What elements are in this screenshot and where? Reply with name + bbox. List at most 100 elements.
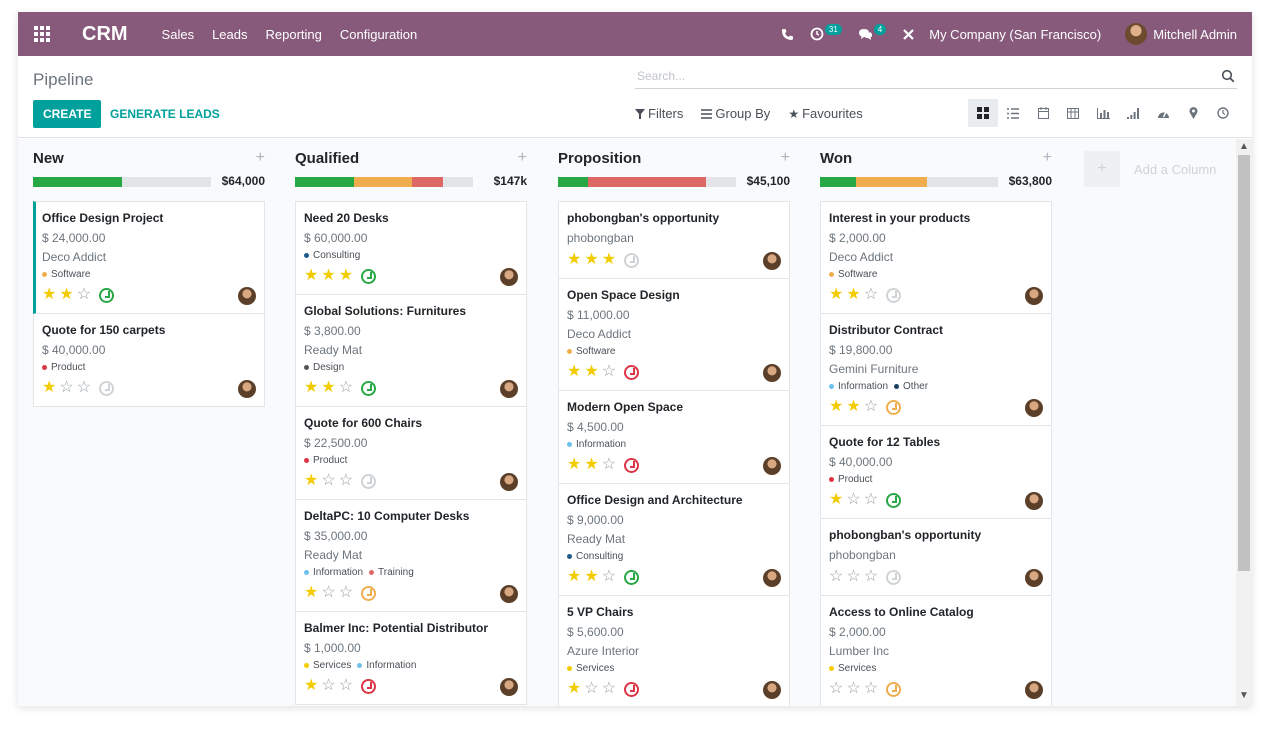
scroll-thumb[interactable] — [1238, 155, 1250, 571]
star-empty-icon[interactable]: ☆ — [601, 568, 617, 585]
progress-segment-red[interactable] — [588, 177, 706, 187]
star-filled-icon[interactable]: ★ — [567, 456, 582, 473]
star-filled-icon[interactable]: ★ — [567, 680, 582, 697]
opportunity-card[interactable]: Need 20 Desks $ 60,000.00 Consulting ★ ★ ★ — [295, 201, 527, 295]
chat-icon[interactable]: 4 — [858, 23, 887, 41]
progress-segment-green[interactable] — [295, 177, 354, 187]
activity-clock-icon[interactable] — [624, 364, 640, 380]
kanban-view-icon[interactable] — [968, 99, 998, 127]
star-filled-icon[interactable]: ★ — [584, 251, 599, 268]
star-filled-icon[interactable]: ★ — [42, 286, 57, 303]
star-filled-icon[interactable]: ★ — [846, 286, 861, 303]
star-filled-icon[interactable]: ★ — [42, 379, 57, 396]
scroll-up-icon[interactable]: ▲ — [1239, 141, 1249, 152]
star-empty-icon[interactable]: ☆ — [601, 680, 617, 697]
star-empty-icon[interactable]: ☆ — [846, 680, 861, 697]
opportunity-card[interactable]: DeltaPC: 10 Computer Desks $ 35,000.00 Rea… — [295, 500, 527, 612]
column-title[interactable]: Won — [820, 150, 853, 167]
menu-leads[interactable]: Leads — [212, 26, 248, 42]
opportunity-card[interactable]: Quote for 150 carpets $ 40,000.00 Product ★… — [33, 314, 265, 407]
activity-icon[interactable]: 31 — [810, 23, 842, 41]
progress-segment-red[interactable] — [412, 177, 443, 187]
star-empty-icon[interactable]: ☆ — [321, 584, 336, 601]
search-input[interactable] — [635, 65, 1195, 87]
star-empty-icon[interactable]: ☆ — [601, 456, 617, 473]
menu-configuration[interactable]: Configuration — [339, 26, 418, 42]
opportunity-card[interactable]: Modern Open Space $ 4,500.00 Information ★ ★… — [558, 391, 790, 484]
column-progress-bar[interactable] — [33, 177, 211, 187]
star-filled-icon[interactable]: ★ — [304, 677, 319, 694]
activity-clock-icon[interactable] — [361, 380, 377, 396]
progress-segment-orange[interactable] — [353, 177, 413, 187]
activity-clock-icon[interactable] — [886, 287, 902, 303]
star-filled-icon[interactable]: ★ — [829, 286, 844, 303]
menu-sales[interactable]: Sales — [161, 26, 195, 42]
opportunity-card[interactable]: 5 VP Chairs $ 5,600.00 Azure Interior Servi… — [558, 596, 790, 706]
activity-clock-icon[interactable] — [886, 569, 902, 585]
column-progress-bar[interactable] — [558, 177, 736, 187]
star-filled-icon[interactable]: ★ — [829, 491, 844, 508]
column-title[interactable]: Proposition — [558, 150, 642, 167]
star-filled-icon[interactable]: ★ — [59, 286, 74, 303]
activity-clock-icon[interactable] — [624, 252, 640, 268]
favourites-button[interactable]: ★ Favourites — [788, 106, 862, 121]
star-empty-icon[interactable]: ☆ — [601, 363, 617, 380]
star-filled-icon[interactable]: ★ — [829, 398, 844, 415]
progress-segment-green[interactable] — [33, 177, 122, 187]
menu-reporting[interactable]: Reporting — [265, 26, 322, 42]
cohort-view-icon[interactable] — [1118, 99, 1148, 127]
activity-view-icon[interactable] — [1208, 99, 1238, 127]
scrollbar[interactable]: ▲ ▼ — [1236, 139, 1252, 706]
column-title[interactable]: New — [33, 150, 64, 167]
activity-clock-icon[interactable] — [361, 585, 377, 601]
star-empty-icon[interactable]: ☆ — [338, 472, 354, 489]
activity-clock-icon[interactable] — [624, 569, 640, 585]
column-progress-bar[interactable] — [295, 177, 473, 187]
opportunity-card[interactable]: Global Solutions: Furnitures $ 3,800.00 Re… — [295, 295, 527, 407]
generate-leads-button[interactable]: GENERATE LEADS — [110, 107, 220, 121]
progress-segment-green[interactable] — [558, 177, 589, 187]
quick-create-icon[interactable]: + — [517, 149, 527, 166]
star-filled-icon[interactable]: ★ — [567, 568, 582, 585]
star-filled-icon[interactable]: ★ — [601, 251, 617, 268]
star-empty-icon[interactable]: ☆ — [59, 379, 74, 396]
star-empty-icon[interactable]: ☆ — [863, 680, 879, 697]
filters-button[interactable]: Filters — [635, 106, 683, 121]
star-filled-icon[interactable]: ★ — [567, 363, 582, 380]
star-empty-icon[interactable]: ☆ — [584, 680, 599, 697]
activity-clock-icon[interactable] — [886, 399, 902, 415]
opportunity-card[interactable]: Balmer Inc: Potential Distributor $ 1,000… — [295, 612, 527, 705]
star-filled-icon[interactable]: ★ — [321, 379, 336, 396]
star-empty-icon[interactable]: ☆ — [863, 286, 879, 303]
activity-clock-icon[interactable] — [624, 681, 640, 697]
activity-clock-icon[interactable] — [886, 681, 902, 697]
star-empty-icon[interactable]: ☆ — [338, 584, 354, 601]
opportunity-card[interactable]: phobongban's opportunity phobongban ★ ★ ★ — [558, 201, 790, 279]
phone-icon[interactable] — [781, 28, 794, 41]
star-empty-icon[interactable]: ☆ — [829, 568, 844, 585]
star-filled-icon[interactable]: ★ — [321, 267, 336, 284]
opportunity-card[interactable]: Quote for 600 Chairs $ 22,500.00 Product ★ ☆… — [295, 407, 527, 500]
star-filled-icon[interactable]: ★ — [304, 584, 319, 601]
star-empty-icon[interactable]: ☆ — [338, 677, 354, 694]
star-filled-icon[interactable]: ★ — [584, 363, 599, 380]
star-empty-icon[interactable]: ☆ — [76, 286, 92, 303]
group-by-button[interactable]: Group By — [701, 106, 770, 121]
search-icon[interactable] — [1221, 69, 1235, 83]
star-empty-icon[interactable]: ☆ — [846, 491, 861, 508]
quick-create-icon[interactable]: + — [255, 149, 265, 166]
graph-view-icon[interactable] — [1088, 99, 1118, 127]
app-name[interactable]: CRM — [82, 22, 128, 45]
opportunity-card[interactable]: Access to Online Catalog $ 2,000.00 Lumber… — [820, 596, 1052, 706]
debug-icon[interactable] — [902, 28, 915, 41]
list-view-icon[interactable] — [998, 99, 1028, 127]
activity-clock-icon[interactable] — [361, 473, 377, 489]
company-switcher[interactable]: My Company (San Francisco) — [929, 26, 1102, 42]
star-empty-icon[interactable]: ☆ — [863, 398, 879, 415]
opportunity-card[interactable]: Open Space Design $ 11,000.00 Deco Addict S… — [558, 279, 790, 391]
pivot-view-icon[interactable] — [1058, 99, 1088, 127]
star-filled-icon[interactable]: ★ — [304, 267, 319, 284]
apps-icon[interactable] — [18, 12, 66, 56]
star-empty-icon[interactable]: ☆ — [321, 472, 336, 489]
activity-clock-icon[interactable] — [886, 492, 902, 508]
